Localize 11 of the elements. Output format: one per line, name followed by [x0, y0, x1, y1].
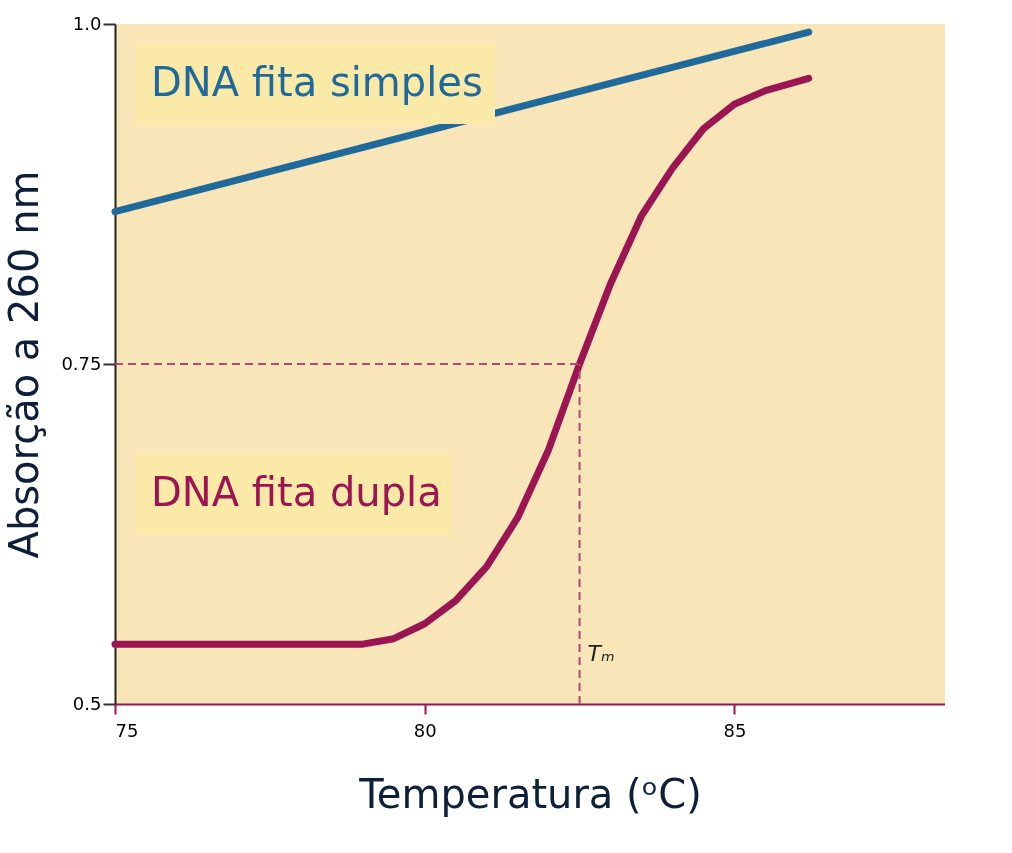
- ref-line-label: Tₘ: [587, 641, 615, 666]
- x-tick-label: 80: [413, 719, 437, 741]
- x-axis-title: Temperatura (ᵒC): [358, 770, 702, 817]
- series-label: DNA fita simples: [151, 59, 483, 105]
- series-label: DNA fita dupla: [151, 469, 442, 515]
- y-tick-label: 0.75: [61, 352, 102, 374]
- y-tick-label: 0.5: [72, 692, 102, 714]
- x-tick-label: 85: [723, 719, 747, 741]
- y-axis-title: Absorção a 260 nm: [1, 170, 48, 559]
- x-tick-label: 75: [115, 719, 139, 741]
- y-tick-label: 1.0: [72, 12, 102, 34]
